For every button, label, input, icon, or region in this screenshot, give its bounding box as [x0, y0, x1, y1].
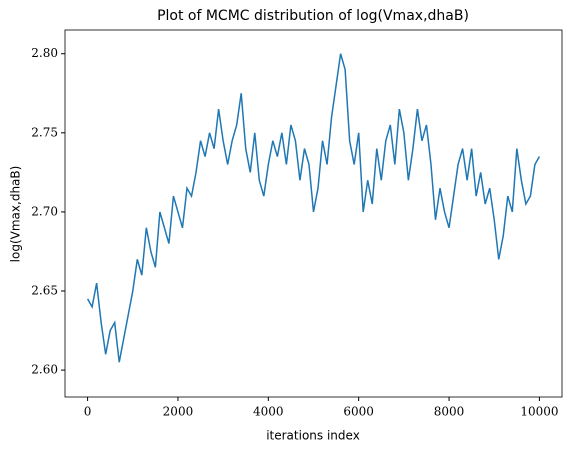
- y-tick-label: 2.75: [31, 125, 58, 139]
- x-tick-label: 8000: [434, 405, 465, 419]
- x-tick-label: 4000: [253, 405, 284, 419]
- y-tick-label: 2.70: [31, 204, 58, 218]
- x-tick-label: 6000: [343, 405, 374, 419]
- y-axis-label: log(Vmax,dhaB): [9, 166, 23, 263]
- x-tick-label: 2000: [163, 405, 194, 419]
- chart-title: Plot of MCMC distribution of log(Vmax,dh…: [157, 8, 469, 24]
- y-tick-label: 2.65: [31, 284, 58, 298]
- x-tick-label: 10000: [520, 405, 558, 419]
- y-tick-label: 2.60: [31, 363, 58, 377]
- x-axis-label: iterations index: [266, 429, 360, 443]
- data-line: [86, 53, 541, 363]
- y-tick-label: 2.80: [31, 46, 58, 60]
- x-tick-label: 0: [84, 405, 92, 419]
- plot-frame: [64, 29, 563, 398]
